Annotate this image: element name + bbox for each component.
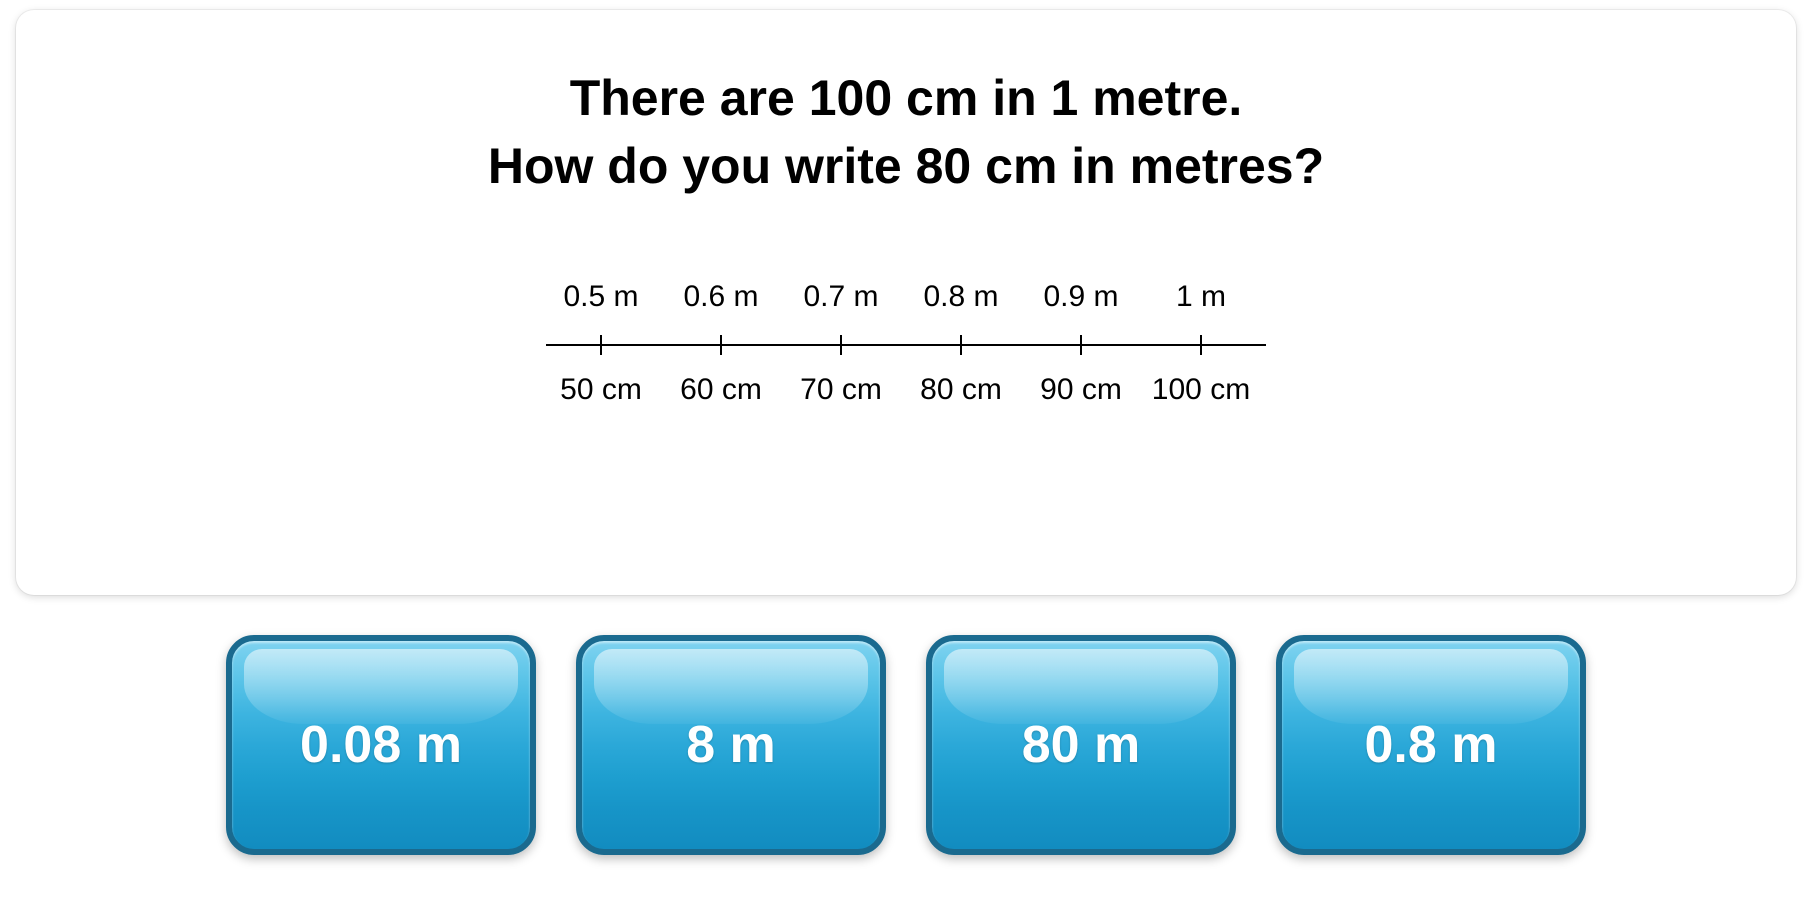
answer-option-2-label: 8 m — [686, 715, 776, 775]
answer-option-1-label: 0.08 m — [300, 715, 462, 775]
number-line-bottom-label: 60 cm — [680, 373, 762, 407]
number-line: 0.5 m 0.6 m 0.7 m 0.8 m 0.9 m 1 m 50 cm 60 cm 7… — [526, 275, 1286, 415]
question-text: There are 100 cm in 1 metre. How do you … — [488, 65, 1324, 200]
question-line-2: How do you write 80 cm in metres? — [488, 133, 1324, 201]
number-line-svg — [526, 325, 1286, 365]
answer-option-3[interactable]: 80 m — [926, 635, 1236, 855]
number-line-bottom-label: 100 cm — [1152, 373, 1250, 407]
number-line-top-label: 0.7 m — [803, 280, 878, 314]
question-card: There are 100 cm in 1 metre. How do you … — [16, 10, 1796, 595]
number-line-top-label: 0.6 m — [683, 280, 758, 314]
number-line-bottom-label: 50 cm — [560, 373, 642, 407]
number-line-bottom-label: 90 cm — [1040, 373, 1122, 407]
question-line-1: There are 100 cm in 1 metre. — [488, 65, 1324, 133]
number-line-top-label: 0.5 m — [563, 280, 638, 314]
number-line-top-label: 1 m — [1176, 280, 1226, 314]
number-line-top-label: 0.9 m — [1043, 280, 1118, 314]
answer-option-1[interactable]: 0.08 m — [226, 635, 536, 855]
number-line-bottom-label: 70 cm — [800, 373, 882, 407]
answer-option-4-label: 0.8 m — [1365, 715, 1498, 775]
answer-option-3-label: 80 m — [1022, 715, 1141, 775]
answer-option-4[interactable]: 0.8 m — [1276, 635, 1586, 855]
number-line-top-label: 0.8 m — [923, 280, 998, 314]
answers-row: 0.08 m 8 m 80 m 0.8 m — [226, 635, 1586, 855]
number-line-bottom-label: 80 cm — [920, 373, 1002, 407]
answer-option-2[interactable]: 8 m — [576, 635, 886, 855]
